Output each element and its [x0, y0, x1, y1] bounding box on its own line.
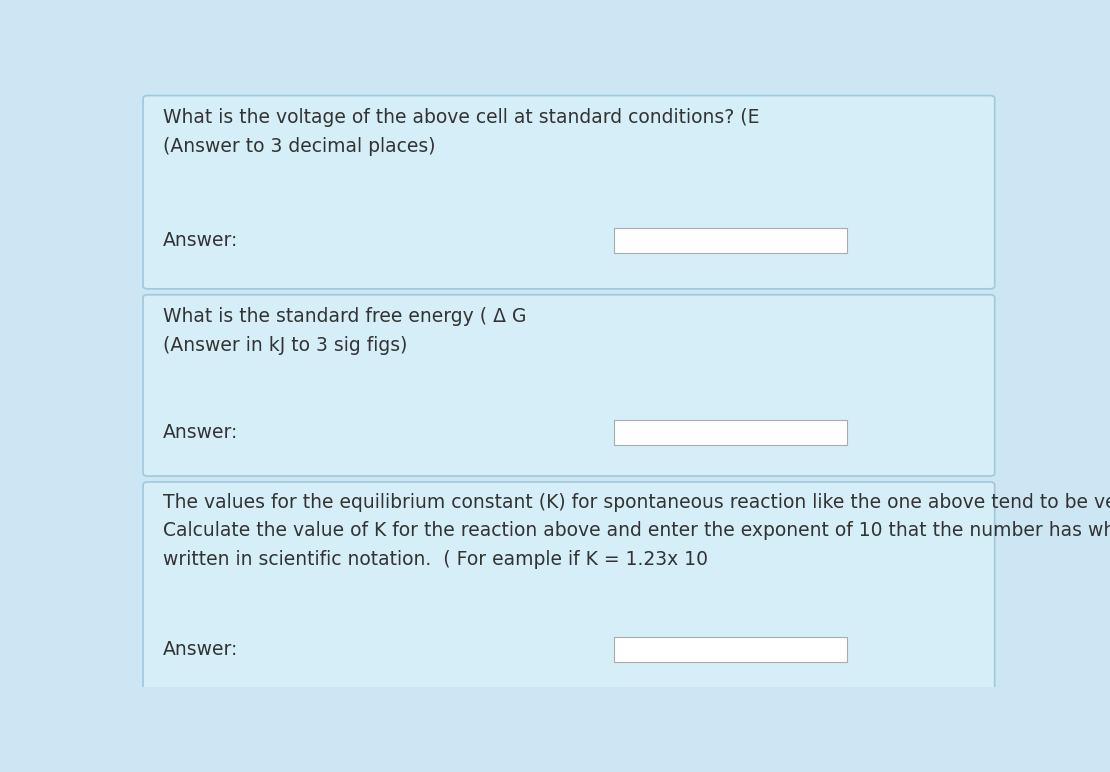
FancyBboxPatch shape	[143, 482, 995, 693]
FancyBboxPatch shape	[614, 229, 847, 253]
Text: Calculate the value of K for the reaction above and enter the exponent of 10 tha: Calculate the value of K for the reactio…	[163, 521, 1110, 540]
FancyBboxPatch shape	[614, 420, 847, 445]
Text: Answer:: Answer:	[163, 422, 239, 442]
Text: What is the voltage of the above cell at standard conditions? (E: What is the voltage of the above cell at…	[163, 108, 759, 127]
Text: What is the standard free energy ( Δ G: What is the standard free energy ( Δ G	[163, 307, 526, 327]
FancyBboxPatch shape	[143, 295, 995, 476]
Text: (Answer to 3 decimal places): (Answer to 3 decimal places)	[163, 137, 435, 156]
FancyBboxPatch shape	[143, 96, 995, 289]
Text: written in scientific notation.  ( For eample if K = 1.23x 10: written in scientific notation. ( For ea…	[163, 550, 708, 569]
Text: Answer:: Answer:	[163, 231, 239, 250]
Text: Answer:: Answer:	[163, 639, 239, 659]
Text: (Answer in kJ to 3 sig figs): (Answer in kJ to 3 sig figs)	[163, 336, 407, 355]
FancyBboxPatch shape	[614, 637, 847, 662]
Text: The values for the equilibrium constant (K) for spontaneous reaction like the on: The values for the equilibrium constant …	[163, 493, 1110, 512]
